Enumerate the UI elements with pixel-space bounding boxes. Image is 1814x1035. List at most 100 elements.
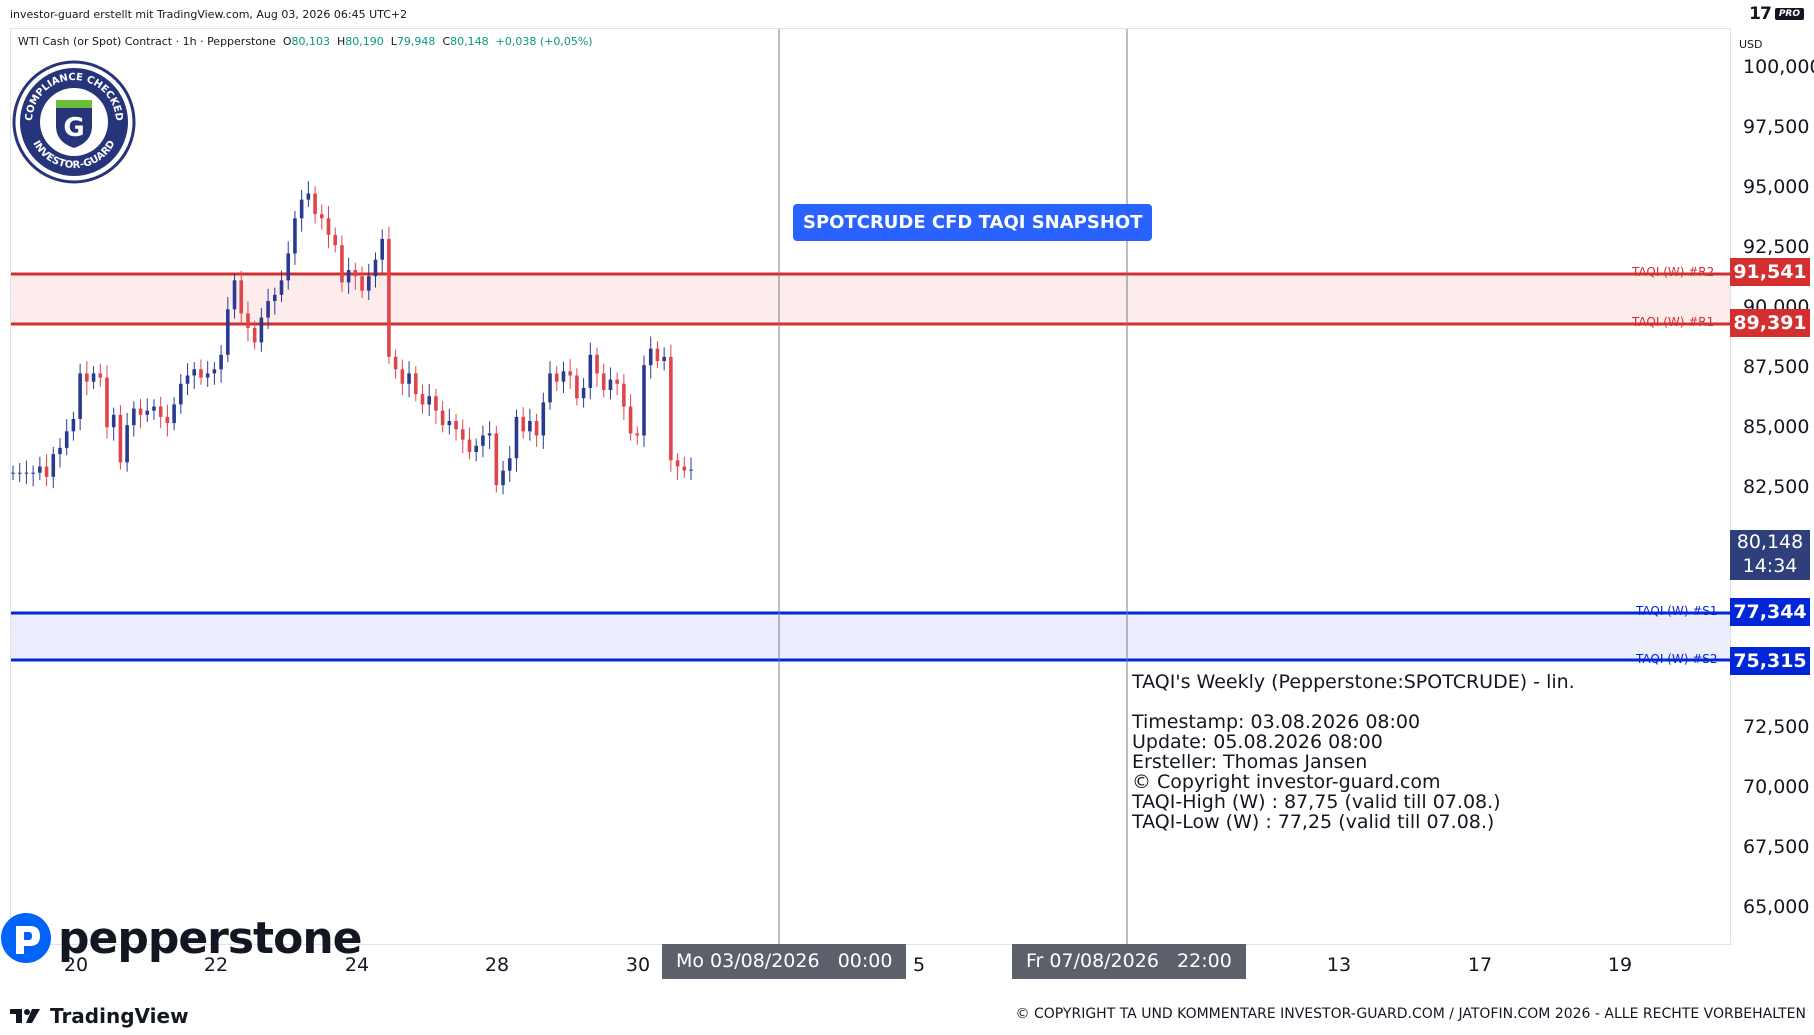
price-tick: 95,000 — [1743, 176, 1810, 198]
candle-body — [259, 317, 264, 343]
candle-body — [273, 294, 277, 302]
candle-body — [507, 458, 512, 471]
info-taqi-high: TAQI-High (W) : 87,75 (valid till 07.08.… — [1132, 791, 1501, 813]
price-tick: 85,000 — [1743, 416, 1810, 438]
tradingview-footer-logo: TradingView — [10, 1004, 189, 1028]
price-tick: 97,500 — [1743, 116, 1810, 138]
candle-body — [319, 214, 324, 219]
candle-body — [460, 429, 465, 440]
candle-body — [212, 369, 217, 374]
time-highlight-week-start: Mo 03/08/2026 00:00 — [662, 944, 907, 979]
candle-body — [333, 234, 338, 246]
pepperstone-p-icon — [1, 913, 51, 963]
candle-body — [454, 421, 458, 430]
candle-body — [360, 276, 364, 291]
close-value: 80,148 — [450, 35, 489, 48]
candle-body — [675, 460, 680, 467]
candle-body — [420, 394, 425, 405]
candle-body — [306, 193, 311, 200]
symbol-legend[interactable]: WTI Cash (or Spot) Contract · 1h · Peppe… — [18, 35, 593, 48]
candle-body — [17, 472, 22, 474]
time-tick: 20 — [63, 954, 89, 976]
price-axis[interactable]: USD 100,000 97,500 95,000 92,500 90,000 … — [1730, 28, 1814, 943]
info-author: Ersteller: Thomas Jansen — [1132, 751, 1368, 773]
time-highlight-week-end: Fr 07/08/2026 22:00 — [1012, 944, 1246, 979]
candle-body — [313, 193, 317, 215]
candle-body — [11, 472, 15, 474]
info-title: TAQI's Weekly (Pepperstone:SPOTCRUDE) - … — [1132, 671, 1575, 693]
candle-body — [393, 356, 398, 370]
candle-body — [595, 354, 599, 374]
candle-body — [111, 414, 116, 428]
candle-body — [608, 379, 613, 390]
candle-body — [38, 466, 42, 473]
time-tick: 22 — [203, 954, 229, 976]
candle-body — [24, 472, 29, 474]
candle-body — [528, 421, 532, 432]
candle-body — [78, 373, 82, 419]
candle-body — [601, 373, 606, 390]
candle-body — [427, 396, 431, 405]
candle-body — [219, 354, 223, 370]
candle-body — [669, 356, 673, 461]
time-axis[interactable]: 20 22 24 28 30 Mo 03/08/2026 00:00 5 Fr … — [10, 944, 1730, 984]
s1-price-tag: 77,344 — [1730, 598, 1810, 626]
r2-price-tag: 91,541 — [1730, 258, 1810, 286]
candle-body — [85, 373, 89, 382]
candle-body — [481, 435, 485, 446]
highlight-time: 00:00 — [837, 950, 893, 972]
candle-body — [64, 431, 69, 448]
pepperstone-wordmark: pepperstone — [58, 912, 362, 964]
candle-body — [467, 439, 472, 453]
taqi-info-block: TAQI's Weekly (Pepperstone:SPOTCRUDE) - … — [1132, 672, 1575, 832]
candle-body — [561, 371, 566, 382]
candle-body — [521, 416, 525, 432]
compliance-badge: COMPLIANCE CHECKED INVESTOR-GUARD G — [12, 60, 136, 184]
price-tick: 92,500 — [1743, 236, 1810, 258]
candle-body — [98, 373, 103, 378]
r1-label: TAQI (W) #R1 — [1632, 315, 1715, 329]
candle-body — [588, 354, 593, 388]
candle-body — [501, 470, 505, 486]
candle-body — [635, 433, 640, 436]
highlight-date: Fr 07/08/2026 — [1026, 950, 1159, 972]
time-tick: 17 — [1467, 954, 1493, 976]
close-label: C — [442, 35, 451, 48]
price-chart[interactable] — [11, 29, 1731, 944]
candle-body — [239, 280, 244, 314]
candle-body — [185, 375, 190, 384]
s2-price-tag: 75,315 — [1730, 647, 1810, 675]
candle-body — [226, 309, 230, 355]
info-copyright: © Copyright investor-guard.com — [1132, 771, 1441, 793]
candle-body — [353, 269, 358, 277]
r2-label: TAQI (W) #R2 — [1632, 265, 1715, 279]
highlight-date: Mo 03/08/2026 — [676, 950, 820, 972]
candle-body — [346, 269, 351, 283]
candle-body — [380, 238, 385, 260]
candle-body — [205, 373, 210, 378]
candle-body — [299, 199, 304, 219]
candle-body — [514, 416, 519, 459]
time-tick: 30 — [625, 954, 651, 976]
candle-body — [622, 383, 626, 407]
candle-body — [400, 369, 405, 384]
candle-body — [568, 371, 572, 376]
candle-body — [642, 365, 646, 436]
pepperstone-logo: pepperstone — [0, 912, 362, 964]
candle-body — [548, 373, 552, 403]
badge-letter: G — [63, 113, 84, 143]
chart-pane[interactable] — [10, 28, 1732, 945]
candle-body — [340, 245, 344, 283]
s2-label: TAQI (W) #S2 — [1636, 652, 1718, 666]
high-value: 80,190 — [345, 35, 384, 48]
time-tick: 13 — [1326, 954, 1352, 976]
candle-body — [58, 447, 62, 455]
snapshot-label[interactable]: SPOTCRUDE CFD TAQI SNAPSHOT — [793, 204, 1153, 241]
price-tick: 87,500 — [1743, 356, 1810, 378]
high-label: H — [337, 35, 346, 48]
candle-body — [541, 402, 546, 436]
candle-body — [682, 466, 687, 471]
candle-body — [407, 373, 411, 384]
change-value: +0,038 (+0,05%) — [495, 35, 593, 48]
tradingview-icon — [10, 1009, 40, 1023]
